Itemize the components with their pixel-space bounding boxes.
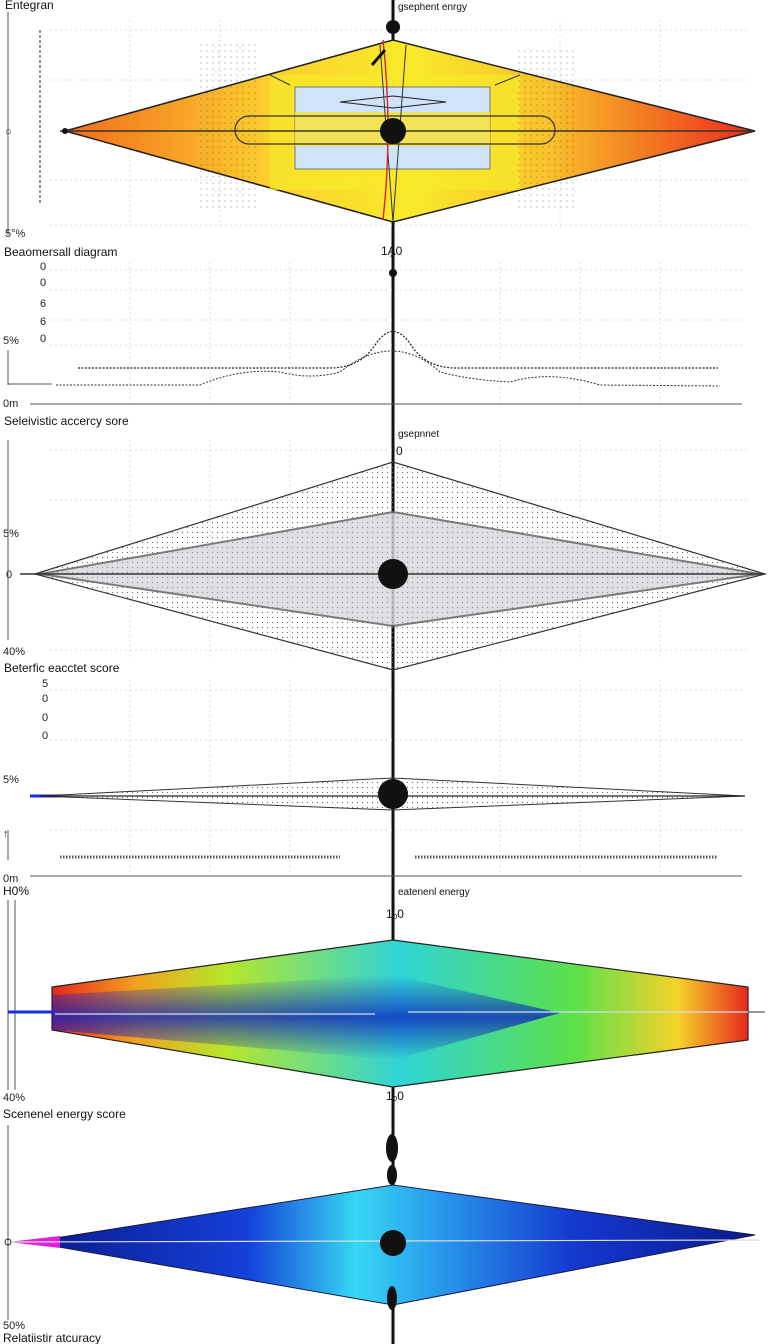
panel-3-hub: [378, 559, 408, 589]
panel-4-tick-1: 0: [42, 693, 48, 705]
panel-6: Scenenel energy score 50% Relatiistir at…: [3, 1107, 761, 1344]
panel-4-hub: [378, 779, 408, 809]
panel-3-top-zero: 0: [396, 444, 403, 458]
panel-1-center-label: gsephent enrgy: [398, 2, 467, 13]
panel-2-top-label: 1Ḁ0: [381, 244, 403, 258]
panel-4-pct-label: 5%: [3, 774, 19, 786]
svg-text:↑: ↑: [3, 828, 9, 840]
panel-6-bottom-title: Relatiistir atcuracy: [3, 1331, 101, 1344]
panel-6-title: Scenenel energy score: [3, 1107, 126, 1121]
panel-2-tick-1: 0: [40, 277, 46, 289]
panel-4-title: Beterfic eacctet score: [4, 661, 120, 675]
panel-4-tick-3: 0: [42, 730, 48, 742]
panel-3-title: Seleivistic accercy sore: [4, 414, 129, 428]
panel-2-upper-curve: [78, 330, 718, 369]
panel-4-zero-label: 0m: [3, 873, 18, 885]
panel-2-tick-0: 0: [40, 261, 46, 273]
panel-2: Beaomersall diagram 1Ḁ0 0 0 6 6 0 5% 0m: [3, 244, 745, 410]
panel-4-tick-2: 0: [42, 712, 48, 724]
panel-2-zero-label: 0m: [3, 398, 18, 410]
panel-3: Seleivistic accercy sore gsepnnet 0 5% 0…: [3, 414, 768, 671]
panel-5-pct-label: 40%: [3, 1092, 25, 1104]
panel-5-top-label: 1ₒ0: [386, 907, 404, 921]
panel-6-hub: [380, 1230, 406, 1256]
panel-4-tick-0: 5: [42, 678, 48, 690]
svg-text:○: ○: [5, 126, 12, 138]
panel-1-pct-label: 5°%: [5, 228, 26, 240]
panel-1-title: Entegran: [5, 0, 54, 12]
panel-3-center-label: gsepnnet: [398, 429, 439, 440]
panel-2-pct-label: 5%: [3, 335, 19, 347]
panel-1: Entegran gsephent enrgy 5°% ○: [5, 0, 756, 240]
panel-3-zero-label: 0: [6, 569, 12, 581]
panel-1-hub: [380, 118, 406, 144]
panel-5: H0% eatenenl energy 1ₒ0 1ₒ0 40%: [3, 884, 765, 1104]
panel-4: Beterfic eacctet score 5 0 0 0 5% 0m ↑: [3, 661, 746, 885]
panel-6-pct-label: 50%: [3, 1320, 25, 1332]
panel-2-tick-3: 6: [40, 316, 46, 328]
panel-3-bottom-pct: 40%: [3, 646, 25, 658]
panel-2-lower-curve: [56, 350, 721, 387]
panel-5-center-label: eatenenl energy: [398, 887, 470, 898]
panel-2-title: Beaomersall diagram: [4, 245, 117, 259]
panel-2-tick-2: 6: [40, 298, 46, 310]
panel-5-title: H0%: [3, 884, 29, 898]
panel-3-pct-label: 5%: [3, 528, 19, 540]
panel-5-bottom-label: 1ₒ0: [386, 1089, 404, 1103]
panel-2-tick-4: 0: [40, 333, 46, 345]
